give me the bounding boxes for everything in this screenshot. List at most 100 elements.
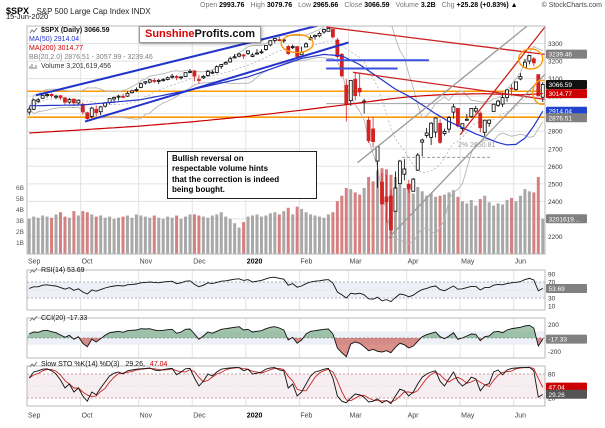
- svg-text:3066.59: 3066.59: [549, 82, 573, 89]
- svg-text:1B: 1B: [16, 240, 24, 247]
- logo-sunshine-text: Sunshine: [145, 28, 195, 40]
- sto-d-value: 47.04: [149, 361, 168, 368]
- svg-text:90: 90: [548, 272, 556, 279]
- panel-border: [26, 365, 546, 407]
- svg-text:Jun: Jun: [515, 259, 526, 266]
- svg-text:3200: 3200: [548, 59, 563, 66]
- legend-bollinger-row: BB(20,2.0) 2876.51 - 3057.99 - 3239.46: [29, 53, 153, 62]
- indicator-chart-icon: [29, 267, 38, 274]
- legend-spx-row: $SPX (Daily) 3066.59: [29, 26, 153, 35]
- candles-layer: [27, 27, 545, 238]
- svg-text:Apr: Apr: [408, 259, 420, 266]
- sto-panel-label: Slow STO %K(14) %D(3) 29.26, 47.04: [29, 361, 167, 368]
- quote-close-label: Close: [344, 2, 363, 9]
- svg-text:2020: 2020: [247, 259, 263, 266]
- annotation-line: respectable volume hints: [172, 164, 269, 174]
- rsi-panel-label: RSI(14) 53.69: [29, 267, 85, 274]
- cci-label-text: CCI(20) -17.33: [41, 315, 88, 322]
- volume-bars-icon: [29, 63, 38, 70]
- legend-spx-label: $SPX (Daily) 3066.59: [41, 27, 110, 34]
- jun-top-circle: [518, 48, 544, 70]
- quote-volume-value: 3.2B: [420, 2, 436, 9]
- svg-text:3300: 3300: [548, 41, 563, 48]
- legend-ma50-label: MA(50) 2914.04: [29, 36, 80, 43]
- svg-text:5B: 5B: [16, 196, 24, 203]
- svg-text:Feb: Feb: [300, 259, 312, 266]
- svg-text:2500: 2500: [548, 181, 563, 188]
- logo-profits-text: Profits.com: [194, 28, 256, 40]
- quote-high-label: High: [250, 2, 265, 9]
- volume-bars-layer: [27, 168, 545, 254]
- jan-top-circle: [280, 33, 314, 54]
- chart-legend: $SPX (Daily) 3066.59 MA(50) 2914.04 MA(2…: [29, 26, 153, 71]
- cci-positive-fill: [27, 325, 545, 338]
- bollinger-bands-layer: [28, 26, 544, 244]
- svg-text:3100: 3100: [548, 76, 563, 83]
- svg-text:3239.46: 3239.46: [549, 52, 573, 59]
- indicator-panels-layer: [27, 276, 545, 405]
- svg-text:2400: 2400: [548, 199, 563, 206]
- annotation-line: that the correction is indeed: [172, 174, 280, 184]
- panel-border: [26, 269, 546, 311]
- retracement-level-label: 2% 2650.81: [458, 142, 496, 149]
- chart-date: 15-Jun-2020: [6, 12, 49, 21]
- svg-text:Nov: Nov: [140, 259, 153, 266]
- svg-text:2876.51: 2876.51: [549, 115, 573, 122]
- annotation-line: Bullish reversal on: [172, 154, 244, 163]
- cci-line: [29, 324, 544, 358]
- quote-low-label: Low: [298, 2, 311, 9]
- annotation-note: Bullish reversal on respectable volume h…: [167, 151, 317, 199]
- svg-text:2200: 2200: [548, 234, 563, 241]
- indicator-chart-icon: [29, 361, 38, 368]
- candlestick-chart-icon: [29, 27, 38, 34]
- svg-text:Nov: Nov: [140, 413, 153, 420]
- quote-low-value: 2965.66: [313, 2, 339, 9]
- svg-text:2914.04: 2914.04: [549, 109, 573, 116]
- svg-text:2020: 2020: [247, 413, 263, 420]
- svg-text:3201619...: 3201619...: [549, 216, 580, 223]
- legend-volume-row: Volume 3,201,619,456: [29, 62, 153, 71]
- sto-d-line: [28, 367, 544, 403]
- svg-text:30: 30: [548, 296, 556, 303]
- svg-text:May: May: [461, 259, 475, 266]
- moving-averages-layer: [29, 53, 544, 146]
- svg-text:3014.77: 3014.77: [549, 91, 573, 98]
- rsi-label-text: RSI(14) 53.69: [41, 267, 85, 274]
- svg-text:47.04: 47.04: [549, 385, 566, 392]
- svg-text:4B: 4B: [16, 207, 24, 214]
- svg-text:Jun: Jun: [515, 413, 526, 420]
- panel-border: [26, 25, 546, 255]
- sto-k-line: [28, 366, 544, 405]
- svg-text:Sep: Sep: [28, 413, 41, 420]
- svg-text:Apr: Apr: [408, 413, 420, 420]
- svg-text:May: May: [461, 413, 475, 420]
- svg-text:-17.33: -17.33: [549, 337, 568, 344]
- svg-text:53.69: 53.69: [549, 286, 566, 293]
- svg-text:Mar: Mar: [350, 259, 363, 266]
- svg-text:-200: -200: [548, 349, 561, 356]
- indicator-chart-icon: [29, 315, 38, 322]
- cci-panel-label: CCI(20) -17.33: [29, 315, 87, 322]
- quote-chg-value: +25.28 (+0.83%) ▲: [456, 2, 518, 9]
- svg-text:Sep: Sep: [28, 259, 41, 266]
- svg-text:Dec: Dec: [193, 259, 206, 266]
- quote-open-label: Open: [200, 2, 218, 9]
- svg-text:2B: 2B: [16, 229, 24, 236]
- quote-close-value: 3066.59: [364, 2, 390, 9]
- svg-text:Oct: Oct: [82, 259, 93, 266]
- axis-labels-layer: 3300320031003000290028002700260025002400…: [16, 41, 587, 420]
- svg-text:Oct: Oct: [82, 413, 93, 420]
- trendlines-front-layer: [35, 26, 545, 239]
- legend-volume-label: Volume 3,201,619,456: [41, 63, 112, 70]
- chart-header: $SPX S&P 500 Large Cap Index INDX: [6, 1, 151, 19]
- quote-chg-label: Chg: [441, 2, 455, 9]
- legend-ma200-row: MA(200) 3014.77: [29, 44, 153, 53]
- rsi-line: [29, 276, 544, 303]
- legend-ma200-label: MA(200) 3014.77: [29, 45, 84, 52]
- svg-text:6B: 6B: [16, 185, 24, 192]
- svg-text:2600: 2600: [548, 164, 563, 171]
- copyright-label: © StockCharts.com: [541, 2, 602, 9]
- svg-text:2700: 2700: [548, 146, 563, 153]
